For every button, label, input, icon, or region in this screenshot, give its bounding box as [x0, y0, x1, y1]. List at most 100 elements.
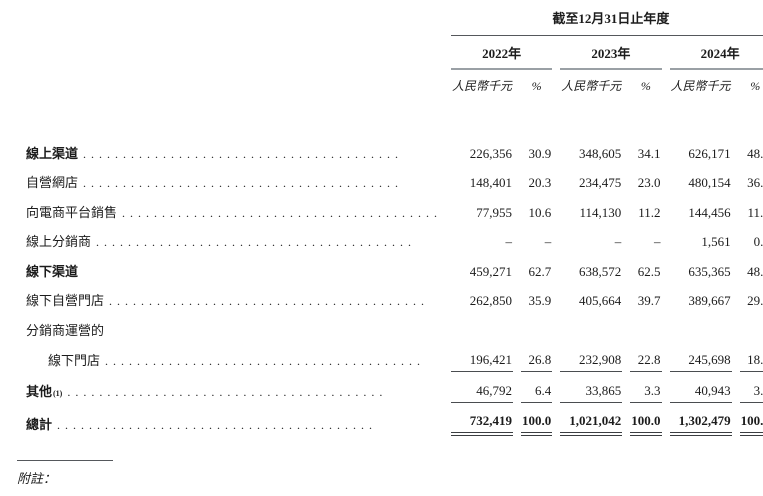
amount-cell: 40,943: [669, 372, 732, 403]
table-row: 其他 (1)...................................…: [25, 372, 763, 403]
footnote-divider: [17, 460, 113, 461]
header-spacer: [25, 95, 443, 132]
percent-cell: –: [544, 234, 552, 249]
amount-cell: 635,365: [688, 263, 731, 279]
amount-cell: 144,456: [688, 204, 731, 220]
table-body: 線上渠道....................................…: [25, 132, 763, 436]
header-spacer: [25, 70, 443, 95]
header-spacer: [25, 6, 443, 36]
row-label-cell: 向電商平台銷售.................................…: [25, 194, 443, 224]
row-label-cell: 線下渠道: [25, 253, 443, 283]
percent-cell: 0.1: [753, 234, 763, 249]
row-label: 分銷商運營的: [26, 322, 105, 338]
percent-cell: [521, 312, 552, 342]
percent-cell: 18.9: [739, 342, 763, 372]
percent-cell: 34.1: [637, 145, 661, 161]
percent-cell: 6.4: [521, 372, 553, 403]
table-row: 分銷商運營的: [25, 312, 763, 342]
dot-leader: ........................................: [105, 354, 426, 368]
header-spacer: [25, 36, 443, 70]
table-row: 線下渠道459,27162.7638,57262.5635,36548.8206…: [25, 253, 763, 283]
dot-leader: ........................................: [83, 176, 404, 190]
amount-cell: 226,356: [469, 145, 513, 161]
row-label: 自營網店: [26, 175, 79, 190]
amount-cell: [670, 312, 732, 342]
amount-cell: 1,302,479: [669, 403, 732, 436]
amount-cell: 480,154: [688, 175, 731, 190]
percent-cell: 11.2: [638, 204, 661, 220]
year-col-2022: 2022年: [451, 36, 553, 70]
percent-cell: 100.0: [630, 403, 662, 436]
percent-cell: 48.8: [747, 263, 763, 279]
amount-cell: [560, 312, 622, 342]
period-group-row: 截至12月31日止年度 截至6月30日止六個月: [25, 6, 763, 36]
amount-cell: 1,561: [701, 234, 731, 249]
amount-cell: 46,792: [451, 372, 514, 403]
table-row: 線上渠道....................................…: [25, 132, 763, 165]
percent-cell: 29.9: [747, 293, 763, 308]
amount-cell: 77,955: [476, 204, 513, 220]
percent-cell: 100.0: [521, 403, 553, 436]
amount-cell: 114,130: [579, 204, 622, 220]
period-group-annual: 截至12月31日止年度: [451, 6, 763, 36]
amount-unit-header: 人民幣千元: [452, 79, 513, 93]
row-label: 線下渠道: [26, 263, 79, 279]
year-col-2023: 2023年: [560, 36, 662, 70]
row-label: 向電商平台銷售: [26, 204, 118, 220]
amount-cell: 232,908: [560, 342, 623, 372]
amount-cell: [451, 312, 513, 342]
amount-cell: 389,667: [688, 293, 731, 308]
percent-cell: 100.0: [739, 403, 763, 436]
row-label: 線上分銷商: [26, 234, 92, 249]
amount-cell: 262,850: [469, 293, 513, 308]
amount-cell: 196,421: [451, 342, 514, 372]
percent-cell: 30.9: [528, 145, 552, 161]
row-label: 線下門店: [48, 353, 101, 368]
row-label-cell: 分銷商運營的: [25, 312, 443, 342]
percent-header: %: [640, 79, 651, 93]
table-row: 總計......................................…: [25, 403, 763, 437]
percent-cell: [630, 312, 661, 342]
row-label-cell: 線上渠道....................................…: [25, 132, 443, 165]
amount-cell: 234,475: [579, 175, 622, 190]
percent-cell: 48.1: [747, 145, 763, 161]
percent-cell: 23.0: [637, 175, 661, 190]
dot-leader: ........................................: [57, 418, 378, 432]
amount-unit-header: 人民幣千元: [670, 79, 731, 93]
row-label-cell: 線下門店....................................…: [25, 342, 443, 373]
table-row: 向電商平台銷售.................................…: [25, 194, 763, 224]
amount-cell: 626,171: [688, 145, 731, 161]
percent-cell: 3.3: [630, 372, 662, 403]
percent-cell: 20.3: [528, 175, 552, 190]
amount-cell: 33,865: [560, 372, 623, 403]
amount-cell: –: [505, 234, 513, 249]
year-col-2024: 2024年: [669, 36, 763, 70]
header-spacer: [451, 95, 763, 132]
revenue-by-channel-table: 截至12月31日止年度 截至6月30日止六個月 2022年 2023年 2024…: [17, 6, 763, 436]
percent-cell: 10.6: [528, 204, 552, 220]
unit-header-row: 人民幣千元 % 人民幣千元 % 人民幣千元 % 人民幣千元 % 人民幣千元 %: [25, 70, 763, 95]
amount-cell: 245,698: [669, 342, 732, 372]
row-label-cell: 線上分銷商...................................…: [25, 224, 443, 254]
percent-header: %: [750, 79, 761, 93]
percent-cell: [740, 312, 763, 342]
row-label-cell: 自營網店....................................…: [25, 165, 443, 195]
row-label-cell: 線下自營門店..................................…: [25, 283, 443, 313]
table-header: 截至12月31日止年度 截至6月30日止六個月 2022年 2023年 2024…: [25, 6, 763, 132]
table-row: 線下自營門店..................................…: [25, 283, 763, 313]
percent-cell: 11.1: [747, 204, 763, 220]
year-row: 2022年 2023年 2024年 2024年 2025年: [25, 36, 763, 70]
amount-cell: –: [614, 234, 622, 249]
dot-leader: ........................................: [122, 205, 443, 220]
table-row: 線下門店....................................…: [25, 342, 763, 373]
footnote-heading: 附註：: [17, 471, 57, 486]
row-label: 總計: [26, 417, 53, 432]
dot-leader: ........................................: [96, 235, 417, 249]
row-label: 其他: [26, 383, 53, 399]
percent-cell: 36.9: [747, 175, 763, 190]
percent-cell: 26.8: [521, 342, 553, 372]
unaudited-note-row: (未經審計): [25, 95, 763, 132]
amount-cell: 732,419: [451, 403, 514, 436]
row-label-cell: 總計......................................…: [25, 403, 443, 437]
